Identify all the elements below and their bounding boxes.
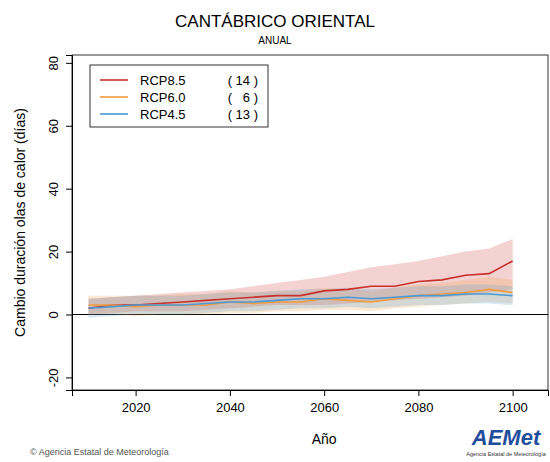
legend: RCP8.5 ( 14 ) RCP6.0 ( 6 ) RCP4.5 ( 13 ) — [90, 65, 268, 127]
logo: AEMet — [471, 425, 542, 450]
y-tick: 20 — [46, 245, 72, 259]
y-axis-title: Cambio duración olas de calor (días) — [12, 108, 28, 337]
legend-label: RCP6.0 — [140, 90, 186, 105]
y-tick-mark — [66, 377, 72, 378]
legend-swatch — [100, 96, 128, 98]
x-tick: 2040 — [216, 390, 245, 415]
y-tick-mark — [66, 189, 72, 190]
title: CANTÁBRICO ORIENTAL — [175, 12, 375, 31]
x-axis-title: Año — [312, 431, 337, 447]
x-tick: 2020 — [122, 390, 151, 415]
chart-svg: CANTÁBRICO ORIENTALANUAL2020204020602080… — [0, 0, 550, 462]
plot-area: 20202040206020802100-20020406080RCP8.5( … — [46, 55, 549, 415]
x-tick-mark — [136, 390, 137, 396]
y-tick-mark — [66, 252, 72, 253]
x-tick-mark — [513, 390, 514, 396]
y-tick-mark — [66, 315, 72, 316]
y-tick-label: 0 — [46, 311, 61, 318]
y-tick-label: 80 — [46, 56, 61, 70]
legend-swatch — [100, 113, 128, 115]
x-tick: 2100 — [499, 390, 528, 415]
legend-label: RCP8.5 — [140, 73, 186, 88]
legend-count: ( 13 ) — [228, 107, 258, 122]
y-tick-mark — [66, 126, 72, 127]
legend-swatch — [100, 79, 128, 81]
legend-count: ( 6 ) — [228, 90, 258, 105]
y-tick: 80 — [46, 56, 72, 70]
x-tick-label: 2060 — [310, 400, 339, 415]
marks — [88, 239, 512, 318]
series-line — [88, 261, 512, 308]
plot-frame — [72, 55, 548, 390]
y-axis-line — [66, 56, 73, 391]
y-tick-label: 40 — [46, 182, 61, 196]
x-tick-label: 2100 — [499, 400, 528, 415]
y-axis: -20 0 20 40 60 80 — [46, 56, 73, 391]
legend-count: ( 14 ) — [228, 73, 258, 88]
series-line — [88, 294, 512, 308]
subtitle: ANUAL — [258, 35, 292, 46]
y-tick: 0 — [46, 311, 72, 318]
x-tick-label: 2040 — [216, 400, 245, 415]
x-axis-line — [73, 391, 549, 397]
y-tick-label: -20 — [46, 369, 61, 388]
x-tick-mark — [324, 390, 325, 396]
y-tick: 40 — [46, 182, 72, 196]
legend-label: RCP4.5 — [140, 107, 186, 122]
uncertainty-band — [88, 285, 512, 318]
y-tick-label: 20 — [46, 245, 61, 259]
logo-caption: Agencia Estatal de Meteorología — [466, 451, 546, 457]
x-tick: 2080 — [404, 390, 433, 415]
x-tick: 2060 — [310, 390, 339, 415]
y-tick-label: 60 — [46, 119, 61, 133]
y-tick: -20 — [46, 369, 72, 388]
y-tick-mark — [66, 63, 72, 64]
x-tick-label: 2080 — [404, 400, 433, 415]
x-tick-label: 2020 — [122, 400, 151, 415]
source: © Agencia Estatal de Meteorología — [30, 447, 169, 457]
x-tick-mark — [230, 390, 231, 396]
chart-container: CANTÁBRICO ORIENTALANUAL2020204020602080… — [0, 0, 550, 462]
legend-box — [90, 65, 268, 127]
x-tick-mark — [418, 390, 419, 396]
x-axis: 2020 2040 2060 2080 2100 — [73, 390, 549, 415]
y-tick: 60 — [46, 119, 72, 133]
